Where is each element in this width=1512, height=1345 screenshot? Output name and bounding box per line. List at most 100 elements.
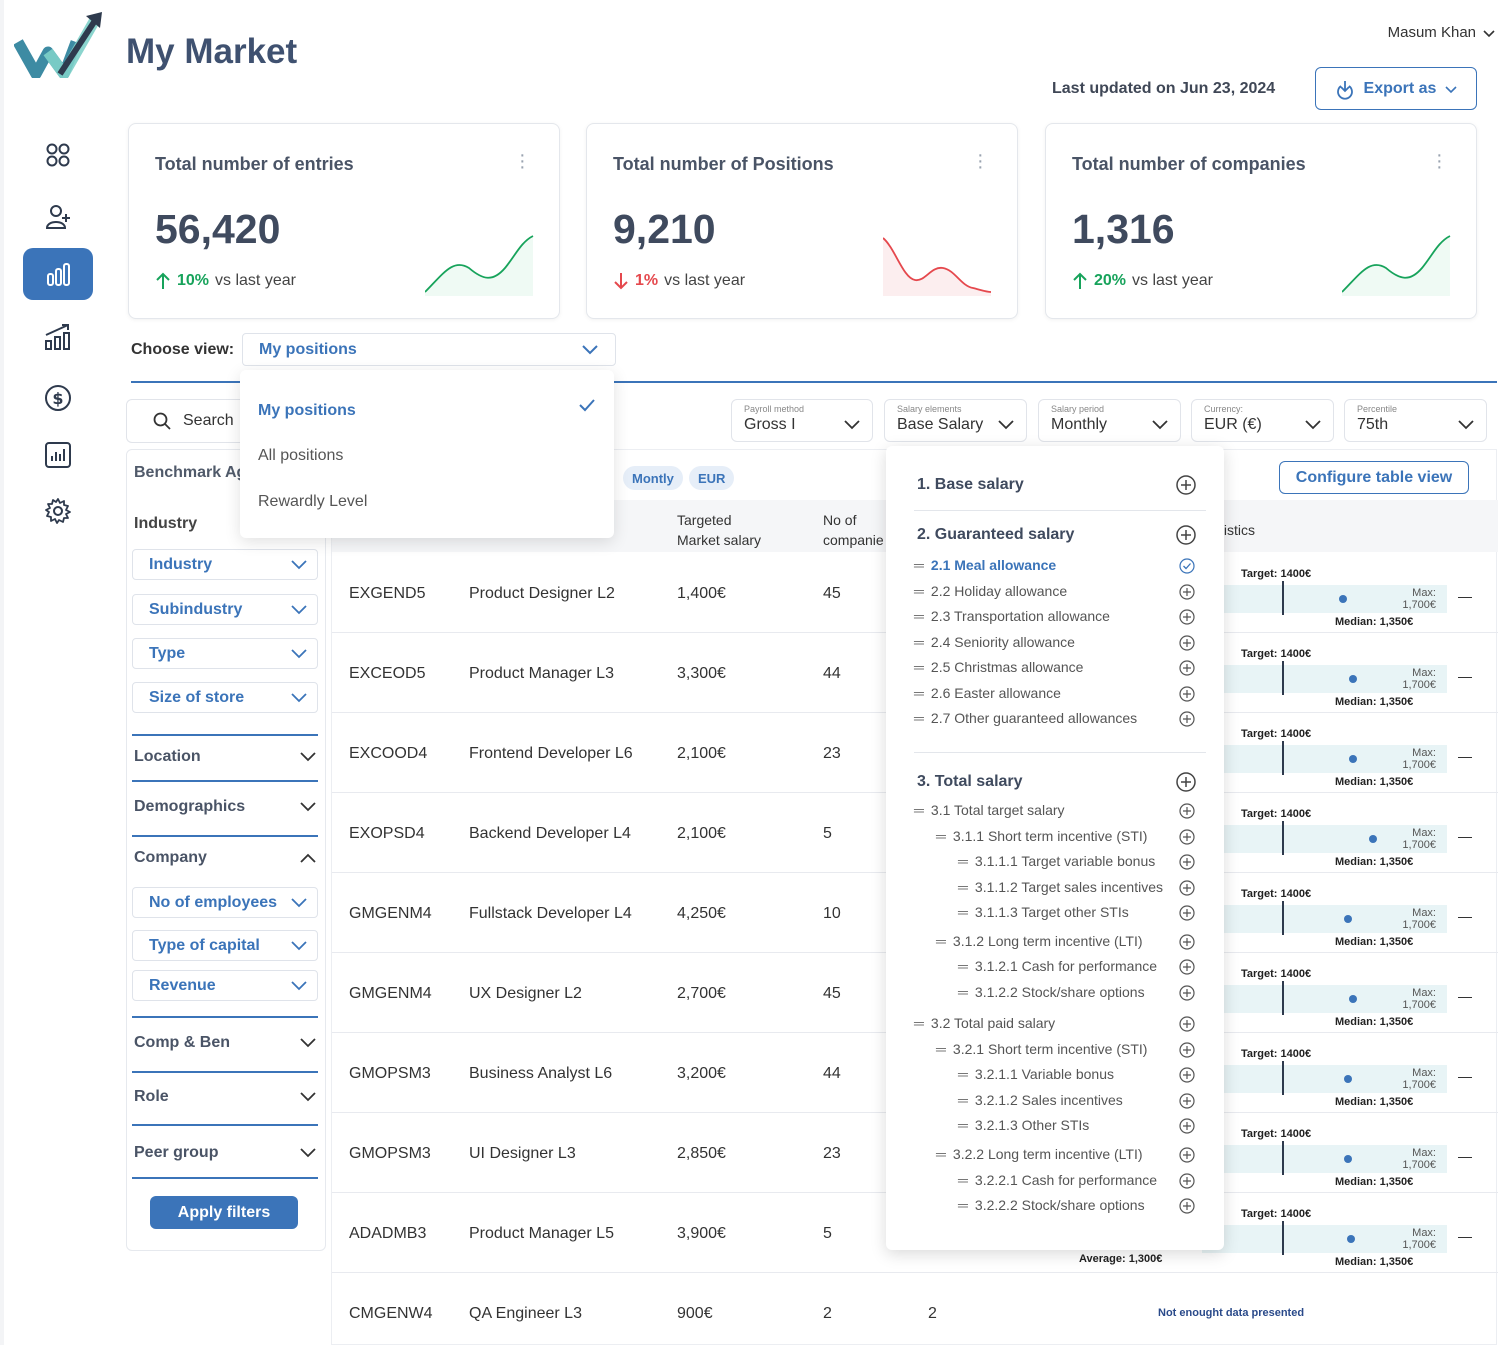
drag-handle-icon[interactable]: ═ (958, 1092, 968, 1108)
add-circle-icon[interactable] (1176, 525, 1196, 545)
payroll-method-select[interactable]: Payroll method Gross I (731, 399, 873, 442)
add-circle-icon[interactable] (1179, 711, 1195, 727)
drag-handle-icon[interactable]: ═ (914, 802, 924, 818)
salary-element-item[interactable]: ═ 2.3 Transportation allowance (914, 608, 1110, 624)
industry-select[interactable]: Industry (132, 549, 318, 580)
drag-handle-icon[interactable]: ═ (958, 853, 968, 869)
no-of-employees-select[interactable]: No of employees (132, 887, 318, 918)
revenue-select[interactable]: Revenue (132, 970, 318, 1001)
drag-handle-icon[interactable]: ═ (914, 684, 924, 701)
type-select[interactable]: Type (132, 638, 318, 669)
add-circle-icon[interactable] (1179, 685, 1195, 702)
drag-handle-icon[interactable]: ═ (958, 904, 968, 920)
drag-handle-icon[interactable]: ═ (914, 1015, 924, 1031)
configure-table-button[interactable]: Configure table view (1279, 461, 1469, 494)
add-circle-icon[interactable] (1179, 905, 1195, 921)
salary-element-item[interactable]: ═ 2.5 Christmas allowance (914, 659, 1083, 675)
salary-element-item[interactable]: ═ 2.2 Holiday allowance (914, 583, 1067, 599)
more-options-icon[interactable]: · · · (1436, 144, 1443, 178)
more-options-icon[interactable]: · · · (977, 144, 984, 178)
salary-element-item[interactable]: ═ 3.2.2.1 Cash for performance (958, 1172, 1157, 1188)
nav-market[interactable] (23, 248, 93, 300)
drag-handle-icon[interactable]: ═ (936, 1146, 946, 1162)
app-logo[interactable] (14, 12, 106, 78)
drag-handle-icon[interactable]: ═ (914, 633, 924, 650)
location-section[interactable]: Location (134, 748, 318, 766)
drag-handle-icon[interactable]: ═ (914, 710, 924, 726)
add-circle-icon[interactable] (1179, 583, 1195, 600)
demographics-section[interactable]: Demographics (134, 798, 318, 816)
drag-handle-icon[interactable]: ═ (936, 1041, 946, 1057)
salary-element-item[interactable]: ═ 3.1.1 Short term incentive (STI) (936, 828, 1147, 844)
comp-ben-section[interactable]: Comp & Ben (134, 1034, 318, 1052)
nav-settings[interactable] (23, 485, 93, 537)
add-circle-icon[interactable] (1179, 854, 1195, 870)
view-select[interactable]: My positions (242, 333, 616, 366)
currency-chip[interactable]: EUR (689, 466, 735, 490)
drag-handle-icon[interactable]: ═ (914, 659, 924, 675)
add-circle-icon[interactable] (1179, 829, 1195, 845)
salary-element-item[interactable]: ═ 3.2.2 Long term incentive (LTI) (936, 1146, 1143, 1162)
drag-handle-icon[interactable]: ═ (914, 582, 924, 599)
table-row[interactable]: EXCEOD5 Product Manager L3 3,300€ 44 Target:… (332, 633, 1498, 713)
currency-select[interactable]: Currency: EUR (€) (1191, 399, 1334, 442)
salary-element-item[interactable]: ═ 3.2.1.3 Other STIs (958, 1117, 1089, 1133)
salary-period-select[interactable]: Salary period Monthly (1038, 399, 1181, 442)
drag-handle-icon[interactable]: ═ (958, 1197, 968, 1213)
add-circle-icon[interactable] (1179, 880, 1195, 896)
drag-handle-icon[interactable]: ═ (914, 557, 924, 573)
export-button[interactable]: Export as (1315, 67, 1477, 110)
salary-element-item[interactable]: ═ 3.2.2.2 Stock/share options (958, 1197, 1145, 1213)
salary-element-item[interactable]: ═ 3.1.1.3 Target other STIs (958, 904, 1129, 920)
salary-elements-select[interactable]: Salary elements Base Salary (884, 399, 1027, 442)
salary-element-item[interactable]: ═ 3.2.1 Short term incentive (STI) (936, 1041, 1147, 1057)
table-row[interactable]: GMGENM4 Fullstack Developer L4 4,250€ 10 Tar… (332, 873, 1498, 953)
drag-handle-icon[interactable]: ═ (958, 879, 968, 895)
add-circle-icon[interactable] (1179, 609, 1195, 625)
table-row[interactable]: EXOPSD4 Backend Developer L4 2,100€ 5 Target… (332, 793, 1498, 873)
add-circle-icon[interactable] (1176, 772, 1196, 792)
drag-handle-icon[interactable]: ═ (958, 958, 968, 974)
nav-compensation[interactable]: $ (23, 372, 93, 424)
add-circle-icon[interactable] (1179, 1093, 1195, 1109)
subindustry-select[interactable]: Subindustry (132, 594, 318, 625)
add-circle-icon[interactable] (1179, 934, 1195, 950)
table-row[interactable]: EXCOOD4 Frontend Developer L6 2,100€ 23 Targ… (332, 713, 1498, 793)
add-circle-icon[interactable] (1179, 660, 1195, 676)
salary-element-item[interactable]: ═ 3.1 Total target salary (914, 802, 1065, 818)
add-circle-icon[interactable] (1179, 959, 1195, 975)
add-circle-icon[interactable] (1179, 1042, 1195, 1058)
view-option-my-positions[interactable]: My positions (258, 402, 356, 419)
drag-handle-icon[interactable]: ═ (936, 933, 946, 949)
table-row[interactable]: GMGENM4 UX Designer L2 2,700€ 45 Target: 140… (332, 953, 1498, 1033)
salary-element-item[interactable]: ═ 3.2.1.1 Variable bonus (958, 1066, 1114, 1082)
table-row[interactable]: ADADMB3 Product Manager L5 3,900€ 5 Target: … (332, 1193, 1498, 1273)
drag-handle-icon[interactable]: ═ (958, 1172, 968, 1188)
salary-element-item[interactable]: ═ 3.1.2 Long term incentive (LTI) (936, 933, 1143, 949)
salary-element-item[interactable]: ═ 3.1.2.1 Cash for performance (958, 958, 1157, 974)
salary-element-item[interactable]: ═ 3.1.2.2 Stock/share options (958, 984, 1145, 1000)
apply-filters-button[interactable]: Apply filters (150, 1196, 298, 1229)
nav-growth[interactable] (23, 311, 93, 363)
add-circle-icon[interactable] (1179, 634, 1195, 651)
add-circle-icon[interactable] (1179, 1118, 1195, 1134)
drag-handle-icon[interactable]: ═ (958, 984, 968, 1000)
add-circle-icon[interactable] (1179, 1016, 1195, 1032)
add-circle-icon[interactable] (1176, 475, 1196, 495)
nav-dashboard[interactable] (23, 129, 93, 181)
add-circle-icon[interactable] (1179, 1198, 1195, 1214)
add-circle-icon[interactable] (1179, 1173, 1195, 1189)
salary-element-item[interactable]: ═ 2.6 Easter allowance (914, 685, 1061, 701)
percentile-select[interactable]: Percentile 75th (1344, 399, 1487, 442)
salary-element-item[interactable]: ═ 3.1.1.1 Target variable bonus (958, 853, 1155, 869)
type-of-capital-select[interactable]: Type of capital (132, 930, 318, 961)
salary-element-item[interactable]: ═ 2.7 Other guaranteed allowances (914, 710, 1137, 726)
salary-element-item[interactable]: ═ 3.2 Total paid salary (914, 1015, 1055, 1031)
role-section[interactable]: Role (134, 1088, 318, 1106)
add-circle-icon[interactable] (1179, 1067, 1195, 1083)
drag-handle-icon[interactable]: ═ (958, 1117, 968, 1133)
drag-handle-icon[interactable]: ═ (914, 608, 924, 624)
view-option-all-positions[interactable]: All positions (258, 447, 344, 464)
salary-element-item[interactable]: ═ 3.1.1.2 Target sales incentives (958, 879, 1163, 895)
period-chip[interactable]: Montly (623, 466, 683, 490)
